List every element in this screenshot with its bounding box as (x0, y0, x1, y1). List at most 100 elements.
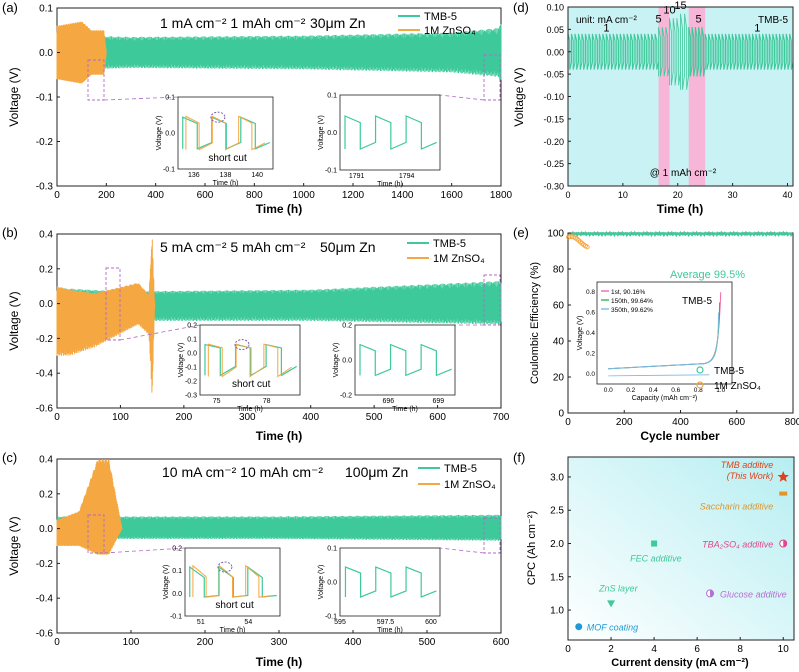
title2-c: 100μm Zn (345, 464, 408, 480)
panel-label-b: (b) (2, 225, 18, 240)
a-inset-2-yt-0: -0.1 (325, 168, 337, 175)
x-axis-label-c: Time (h) (256, 655, 302, 669)
a-inset-2-tmb-line (344, 115, 437, 150)
plot-bg-f (568, 457, 794, 640)
c-inset-2-yt-0: -0.1 (325, 614, 337, 621)
x-axis-label-a: Time (h) (256, 202, 302, 216)
b-inset-1-tmb-line (204, 343, 297, 377)
c-inset-2-ylabel: Voltage (V) (318, 565, 325, 600)
c-inset-1-annotation: short cut (215, 600, 254, 611)
e-inset-legend-1: 150th, 99.64% (611, 298, 653, 305)
panel-label-d: (d) (513, 0, 529, 15)
cpc-point-0 (575, 623, 583, 631)
cpc-label-1: ZnS layer (598, 583, 639, 593)
rate-label-3: 15 (674, 0, 686, 12)
y-tick-label-d-8: 0.10 (546, 3, 564, 13)
rate-label-4: 5 (696, 14, 702, 26)
y-axis-label-b: Voltage (V) (7, 291, 21, 350)
legend-b-tmb: TMB-5 (433, 238, 466, 250)
y-tick-label-c-2: -0.2 (36, 559, 54, 570)
y-axis-label-d: Voltage (V) (512, 67, 526, 126)
c-inset-1-xlabel: Time (h) (220, 627, 246, 634)
b-inset-2-yt-1: 0.0 (342, 358, 352, 365)
y-tick-label-b-4: 0.2 (39, 264, 53, 275)
y-tick-label-b-5: 0.4 (39, 230, 53, 241)
legend-c-tmb: TMB-5 (444, 463, 477, 475)
series-znso4-c (56, 458, 123, 555)
zoom-box-b-1 (483, 274, 501, 326)
rate-label-2: 10 (663, 5, 675, 17)
plot-frame-d (567, 6, 794, 187)
y-tick-label-a-0: -0.3 (36, 182, 54, 193)
c-inset-1-tmb-line (189, 565, 277, 598)
legend-e: TMB-5 1M ZnSO₄ (696, 366, 761, 392)
rate-segment-1 (658, 27, 670, 77)
rate-segment-5 (704, 33, 794, 70)
b-inset-2-xt-1: 699 (432, 398, 444, 405)
a-inset-2-xt-0: 1791 (349, 173, 365, 180)
y-tick-label-f-1: 1.5 (550, 572, 564, 583)
series-tmb-a (56, 24, 502, 80)
x-axis-label-e: Cycle number (640, 429, 720, 443)
x-tick-label-d-2: 20 (673, 190, 683, 200)
x-tick-label-a-5: 1000 (293, 190, 316, 201)
a-inset-1-znso4-line (185, 115, 266, 151)
znso4-point-8 (567, 234, 573, 240)
y-tick-label-b-3: 0.0 (39, 299, 53, 310)
c-inset-2-xt-2: 600 (425, 619, 437, 626)
zoom-line-c-1 (439, 547, 485, 554)
cpc-point-6 (777, 471, 789, 482)
x-tick-label-a-1: 200 (98, 190, 115, 201)
e-inset-xlabel: Capacity (mAh cm⁻²) (632, 395, 698, 402)
x-tick-label-b-7: 700 (493, 412, 510, 423)
a-inset-1-xt-0: 136 (188, 172, 200, 179)
x-tick-label-e-0: 0 (565, 417, 571, 428)
x-tick-label-c-3: 300 (271, 637, 288, 648)
y-tick-label-a-4: 0.1 (39, 4, 53, 15)
series-znso4-a (56, 21, 107, 84)
y-tick-label-d-0: -0.30 (543, 182, 564, 192)
x-tick-label-a-8: 1600 (441, 190, 464, 201)
series-tmb-c (56, 514, 502, 541)
cpc-label-3: Glucose additive (720, 589, 787, 599)
x-tick-label-e-3: 600 (728, 417, 745, 428)
e-inset-yt-3: 0.6 (586, 310, 595, 317)
rate-label-5: 1 (754, 23, 760, 35)
b-inset-1-yt-1: -0.2 (185, 379, 197, 386)
x-tick-label-a-6: 1200 (342, 190, 365, 201)
a-inset-1-annotation: short cut (208, 153, 247, 164)
a-inset-1-short-circle (210, 111, 226, 123)
panel-c: (c) 0 100 200 300 400 500 600 -0.6 -0.4 -0.2 0.0 0.… (2, 450, 510, 669)
b-inset-1-yt-5: 0.2 (187, 323, 197, 330)
y-tick-label-c-3: 0.0 (39, 524, 53, 535)
panel-label-c: (c) (2, 450, 17, 465)
x-tick-label-f-5: 10 (778, 644, 790, 655)
b-inset-2-tmb-line (359, 343, 452, 377)
x-tick-label-f-0: 0 (565, 644, 571, 655)
x-axis-label-b: Time (h) (256, 429, 302, 443)
x-tick-label-a-3: 600 (197, 190, 214, 201)
x-tick-label-b-5: 500 (366, 412, 383, 423)
x-tick-label-e-2: 400 (672, 417, 689, 428)
x-tick-label-d-1: 10 (618, 190, 628, 200)
b-inset-1-yt-4: 0.1 (187, 337, 197, 344)
x-tick-label-b-1: 100 (112, 412, 129, 423)
c-inset-2-yt-2: 0.1 (327, 546, 337, 553)
x-tick-label-d-0: 0 (565, 190, 570, 200)
rate-segment-0 (567, 33, 660, 70)
e-inset-frame (596, 281, 733, 385)
cpc-label-5: Saccharin additive (700, 502, 774, 512)
x-axis-label-d: Time (h) (657, 202, 703, 216)
series-label-d: TMB-5 (758, 15, 788, 26)
legend-e-tmb: TMB-5 (714, 366, 744, 377)
e-inset-xt-5: 1.0 (716, 387, 725, 394)
y-tick-label-e-3: 60 (553, 301, 565, 312)
panel-label-e: (e) (513, 225, 529, 240)
y-tick-label-d-5: -0.05 (543, 70, 564, 80)
rate-label-1: 5 (655, 14, 661, 26)
zoom-box-c-0 (87, 514, 105, 554)
e-inset-xt-3: 0.6 (671, 387, 680, 394)
c-inset-2-xt-1: 597.5 (377, 619, 395, 626)
a-inset-1-xt-1: 138 (220, 172, 232, 179)
y-axis-label-e: Coulombic Efficiency (%) (529, 262, 541, 384)
